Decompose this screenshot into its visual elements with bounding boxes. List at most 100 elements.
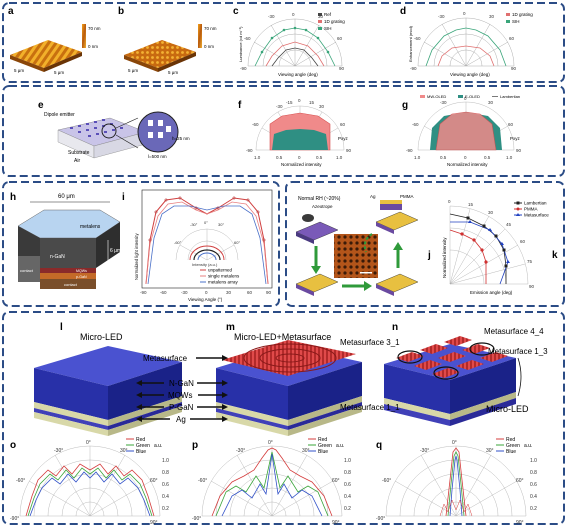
j-substrate-1 [295,221,339,241]
k-xlabel: Emission angle (deg) [470,290,513,295]
q-r-10: 1.0 [530,458,537,464]
g-tick-n60: -60 [412,122,419,127]
panel-c: c -30 0 30 -60 60 -90 90 Viewing angle (… [233,6,345,77]
d-tick-0: 0 [463,11,466,16]
k-legend-2: Metasurface [524,213,549,218]
row1-box [2,2,565,83]
layer-labels: Metasurface N-GaN MQWs P-GaN Ag [136,354,228,424]
g-tick-0: 0 [464,96,467,101]
g-tick-60: 60 [508,122,514,127]
f-tick-n90: -90 [246,148,253,153]
g-scale-3: 0.5 [484,155,491,160]
f-shape-teal [272,129,328,150]
n-label-44: Metasurface 4_4 [484,327,544,336]
i-ylabel: Normalized light intensity [134,233,139,280]
h-contact-bottom [40,279,96,289]
o-r-08: 0.8 [162,470,169,476]
i-xtick-90: 90 [266,290,272,295]
q-tick-n60: -60° [382,478,391,484]
g-legend-lamb: Lambertian [500,94,520,99]
panel-d: d -30 0 30 -60 60 -90 90 Viewing angle (… [400,6,533,77]
q-r-02: 0.2 [530,506,537,512]
i-xlabel: Viewing Angle (°) [188,297,223,302]
f-tick-15: 15 [309,100,315,105]
k-legend-0: Lambertian [524,201,547,206]
panel-b-letter: b [118,6,124,17]
k-tick-0: 0 [448,199,451,204]
k-tick-30: 30 [488,210,494,215]
scale-a-top: 70 nm [88,26,101,31]
bottom-legends: Red Green Blue a.u. Red Green Blue a.u. … [126,437,532,455]
o-tick-30: 30° [120,448,128,454]
h-label-mqw: MQWs [76,269,87,273]
o-unit: a.u. [154,443,162,449]
q-tick-30: 30° [486,448,494,454]
g-scale-0: 1.0 [414,155,421,160]
i-legend-0: unpatterned [208,268,233,273]
c-legend-grating: 1D grating [324,19,345,24]
d-tick-n60: -60 [414,36,421,41]
o-r-10: 1.0 [162,458,169,464]
panel-c-letter: c [233,6,239,17]
p-legend-blue: Blue [318,449,328,455]
c-tick-n30: -30 [268,14,275,19]
panel-l: l Micro-LED [34,322,182,436]
i-xtick-n60: -60 [160,290,167,295]
panel-f-letter: f [238,100,242,111]
panel-d-letter: d [400,6,406,17]
j-label-ag: Ag [370,194,376,199]
c-tick-n90: -90 [240,66,247,71]
layer-metasurface: Metasurface [143,354,188,363]
panel-e-letter: e [38,100,44,111]
panel-l-letter: l [60,322,63,333]
f-scale-1: 0.5 [276,155,283,160]
o-tick-n90: -90° [10,516,19,522]
o-legend-green: Green [136,443,150,449]
o-legend-blue: Blue [136,449,146,455]
p-legend-green: Green [318,443,332,449]
colorbar-a [82,24,86,48]
q-legend-green: Green [506,443,520,449]
i-curve-single [145,201,269,285]
bottom-ticks: -30° 0° 30° -60° 60° -90° 90° 1.0 0.8 0.… [10,440,537,526]
axis-b-2: 5 μm [168,70,178,75]
j-sem-image [334,234,378,278]
q-r-08: 0.8 [530,470,537,476]
o-legend-red: Red [136,437,145,443]
panel-p-letter: p [192,440,198,451]
n-metasurface-array [396,336,508,378]
axis-a-2: 5 μm [54,70,64,75]
l-top [34,346,182,386]
d-tick-30: 30 [489,14,495,19]
layer-mqws: MQWs [168,391,192,400]
h-ngan [40,238,96,268]
c-ylabel: Luminance (cd m⁻²) [238,26,243,62]
f-tick-30: 30 [319,104,325,109]
h-label-ngan: n-GaN [50,254,65,260]
panel-f: f -30 -15 0 15 30 -60 60 -90 90 1.0 0.5 … [238,98,352,167]
c-legend-sih: SIH [324,26,332,31]
c-tick-0: 0 [292,12,295,17]
layer-ngan: N-GaN [169,379,194,388]
colorbar-b [198,24,202,48]
d-ylabel: Enhancement (mcd) [408,25,413,62]
k-tick-90: 90 [529,284,535,289]
f-tick-n15: -15 [286,100,293,105]
f-scale-4: 1.0 [336,155,343,160]
o-tick-60: 60° [150,478,158,484]
panel-n-letter: n [392,322,398,333]
g-scale-2: 0 [464,155,467,160]
h-label-contact1: contact [20,268,34,273]
e-label-h: h=25 nm [172,136,190,141]
panel-j-letter: j [427,250,431,261]
panel-q-letter: q [376,440,382,451]
p-tick-0: 0° [268,440,273,446]
m-title: Micro-LED+Metasurface [234,332,331,342]
d-tick-60: 60 [509,36,515,41]
f-tick-n60: -60 [252,122,259,127]
panel-h: h 60 μm metalens n-GaN 6 μm MQWs p-GaN c… [10,192,121,289]
l-title: Micro-LED [80,332,123,342]
p-r-08: 0.8 [344,470,351,476]
k-tick-15: 15 [468,202,474,207]
j-label-azeotrope: Azeotrope [312,204,333,209]
